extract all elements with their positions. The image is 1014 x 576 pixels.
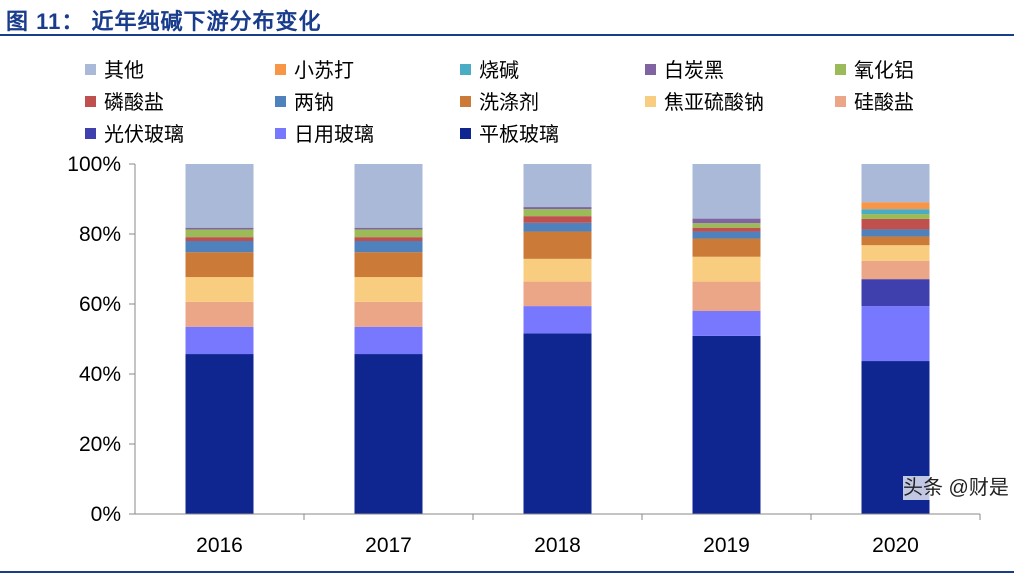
bar-segment bbox=[185, 326, 254, 355]
bar-segment bbox=[523, 306, 592, 334]
y-tick-label: 0% bbox=[91, 503, 121, 526]
legend-label: 烧碱 bbox=[479, 58, 519, 82]
legend-swatch bbox=[645, 64, 656, 75]
bar-segment bbox=[523, 209, 592, 217]
x-tick-label: 2019 bbox=[703, 534, 750, 557]
legend-label: 两钠 bbox=[294, 90, 334, 114]
y-tick-label: 60% bbox=[79, 293, 121, 316]
figure-title: 图 11： 近年纯碱下游分布变化 bbox=[6, 9, 322, 34]
bar-segment bbox=[185, 237, 254, 241]
legend-label: 小苏打 bbox=[294, 58, 354, 82]
bar-segment bbox=[354, 354, 423, 514]
legend-swatch bbox=[275, 96, 286, 107]
legend-swatch bbox=[460, 128, 471, 139]
legend-swatch bbox=[835, 64, 846, 75]
bar-segment bbox=[523, 231, 592, 259]
bar-segment bbox=[692, 218, 761, 224]
bar-segment bbox=[354, 237, 423, 241]
bar-segment bbox=[861, 202, 930, 210]
bar-segment bbox=[354, 164, 423, 228]
x-tick-label: 2020 bbox=[872, 534, 919, 557]
legend-swatch bbox=[835, 96, 846, 107]
bar-segment bbox=[861, 245, 930, 261]
bar-segment bbox=[692, 231, 761, 239]
bar-segment bbox=[185, 229, 254, 238]
bar-segment bbox=[692, 256, 761, 282]
bar-segment bbox=[692, 311, 761, 336]
x-tick-label: 2016 bbox=[196, 534, 243, 557]
bar-segment bbox=[523, 333, 592, 514]
bar-segment bbox=[523, 258, 592, 282]
legend-label: 光伏玻璃 bbox=[104, 122, 184, 146]
legend-label: 洗涤剂 bbox=[479, 90, 539, 114]
legend-label: 磷酸盐 bbox=[104, 90, 164, 114]
bar-segment bbox=[354, 229, 423, 238]
legend-label: 日用玻璃 bbox=[294, 122, 374, 146]
bar-segment bbox=[354, 277, 423, 302]
x-tick-label: 2017 bbox=[365, 534, 412, 557]
bar-segment bbox=[523, 216, 592, 223]
bar-segment bbox=[861, 214, 930, 219]
legend-label: 焦亚硫酸钠 bbox=[664, 90, 764, 114]
bar-segment bbox=[354, 301, 423, 327]
bar-segment bbox=[185, 277, 254, 302]
y-tick-label: 80% bbox=[79, 223, 121, 246]
bar-segment bbox=[861, 209, 930, 215]
legend-swatch bbox=[275, 64, 286, 75]
bar-segment bbox=[185, 227, 254, 230]
bar-segment bbox=[692, 238, 761, 257]
bar-segment bbox=[692, 227, 761, 232]
legend-label: 氧化铝 bbox=[854, 58, 914, 82]
bar-segment bbox=[861, 260, 930, 280]
bar-segment bbox=[185, 354, 254, 514]
bar-segment bbox=[185, 252, 254, 278]
x-tick-label: 2018 bbox=[534, 534, 581, 557]
bottom-rule bbox=[0, 571, 1014, 573]
y-tick-label: 100% bbox=[67, 153, 121, 176]
title-rule bbox=[0, 34, 1014, 36]
legend-label: 白炭黑 bbox=[664, 58, 724, 82]
legend-swatch bbox=[275, 128, 286, 139]
legend-swatch bbox=[460, 64, 471, 75]
bar-segment bbox=[523, 222, 592, 232]
bar-segment bbox=[692, 164, 761, 219]
legend-label: 平板玻璃 bbox=[479, 122, 559, 146]
bar-segment bbox=[523, 281, 592, 307]
bar-segment bbox=[692, 335, 761, 514]
legend-swatch bbox=[460, 96, 471, 107]
bar-segment bbox=[354, 326, 423, 355]
bar-segment bbox=[861, 236, 930, 246]
legend-swatch bbox=[85, 128, 96, 139]
bar-segment bbox=[861, 164, 930, 203]
legend-label: 硅酸盐 bbox=[854, 90, 914, 114]
legend-swatch bbox=[85, 64, 96, 75]
bar-segment bbox=[861, 218, 930, 230]
bar-segment bbox=[185, 164, 254, 228]
y-tick-label: 40% bbox=[79, 363, 121, 386]
legend-swatch bbox=[85, 96, 96, 107]
y-tick-label: 20% bbox=[79, 433, 121, 456]
bar-segment bbox=[185, 241, 254, 253]
bar-segment bbox=[185, 301, 254, 327]
legend-swatch bbox=[645, 96, 656, 107]
bar-segment bbox=[354, 241, 423, 253]
legend-label: 其他 bbox=[104, 58, 144, 82]
bar-segment bbox=[692, 223, 761, 228]
bar-segment bbox=[861, 229, 930, 237]
bar-segment bbox=[523, 207, 592, 210]
bar-segment bbox=[354, 252, 423, 278]
bar-segment bbox=[861, 306, 930, 362]
bar-segment bbox=[523, 164, 592, 208]
bar-segment bbox=[354, 227, 423, 230]
bar-segment bbox=[692, 281, 761, 311]
bar-segment bbox=[861, 279, 930, 307]
watermark: 头条 @财是 bbox=[903, 476, 1009, 500]
